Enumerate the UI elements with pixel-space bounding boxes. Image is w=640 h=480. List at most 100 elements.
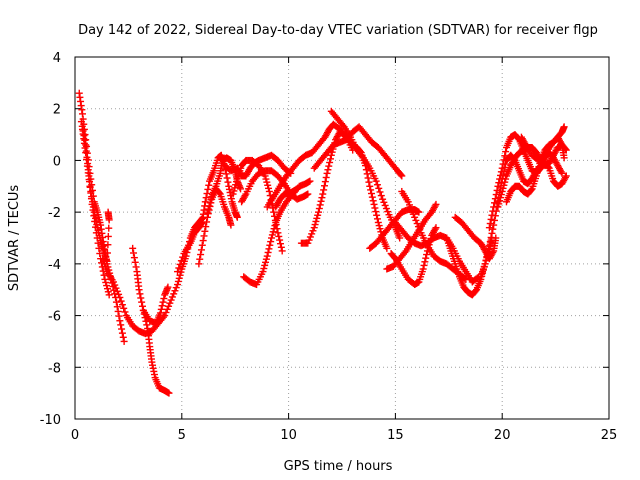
data-point xyxy=(137,294,145,302)
data-point xyxy=(533,169,541,177)
data-point xyxy=(197,246,205,254)
data-point xyxy=(487,233,495,241)
data-point xyxy=(237,185,245,193)
data-point xyxy=(157,305,165,313)
data-point xyxy=(486,238,494,246)
data-point xyxy=(117,321,125,329)
x-tick-labels: 0 5 10 15 20 25 xyxy=(71,428,617,443)
data-point xyxy=(268,234,276,242)
data-point xyxy=(320,182,328,190)
data-point xyxy=(277,243,285,251)
data-point xyxy=(205,181,213,189)
data-point xyxy=(500,156,508,164)
data-point xyxy=(175,264,183,272)
data-point xyxy=(494,182,502,190)
data-point xyxy=(83,162,91,170)
data-point xyxy=(499,184,507,192)
data-point xyxy=(557,139,565,147)
data-point xyxy=(327,151,335,159)
data-point xyxy=(129,244,137,252)
axis-ticks xyxy=(74,56,610,420)
data-point xyxy=(398,172,406,180)
data-point xyxy=(156,309,164,317)
data-point xyxy=(372,177,380,185)
x-tick-label: 15 xyxy=(387,428,404,443)
data-point xyxy=(105,224,113,232)
data-point xyxy=(310,224,318,232)
data-point xyxy=(103,285,111,293)
y-axis-label: SDTVAR / TECUs xyxy=(7,185,22,292)
data-point xyxy=(502,175,510,183)
data-point xyxy=(383,244,391,252)
data-point xyxy=(431,202,439,210)
data-point xyxy=(175,274,183,282)
data-point xyxy=(416,226,424,234)
data-point xyxy=(497,168,505,176)
data-point xyxy=(105,291,113,299)
data-point xyxy=(373,211,381,219)
data-point xyxy=(197,251,205,259)
data-point xyxy=(486,220,494,228)
data-point xyxy=(401,248,409,256)
data-point xyxy=(232,178,240,186)
data-point xyxy=(305,236,313,244)
data-point xyxy=(168,293,176,301)
data-point xyxy=(319,190,327,198)
x-tick-label: 10 xyxy=(280,428,297,443)
data-point xyxy=(265,245,273,253)
data-point xyxy=(483,253,491,261)
data-point xyxy=(379,195,387,203)
series-track3 xyxy=(78,125,113,265)
data-point xyxy=(491,199,499,207)
series-track17 xyxy=(310,123,406,180)
series-track7 xyxy=(174,151,241,276)
data-point xyxy=(487,215,495,223)
data-point xyxy=(396,234,404,242)
data-point xyxy=(422,254,430,262)
data-point xyxy=(324,166,332,174)
data-point xyxy=(104,208,112,216)
data-point xyxy=(174,281,182,289)
data-point xyxy=(270,225,278,233)
data-point xyxy=(314,211,322,219)
data-point xyxy=(382,205,390,213)
data-point xyxy=(261,261,269,269)
data-point xyxy=(293,185,301,193)
data-point xyxy=(485,245,493,253)
data-point xyxy=(267,238,275,246)
data-point xyxy=(366,182,374,190)
data-point xyxy=(204,185,212,193)
x-tick-label: 0 xyxy=(71,428,79,443)
data-point xyxy=(501,178,509,186)
data-point xyxy=(276,240,284,248)
data-point xyxy=(77,118,85,126)
y-tick-label: 4 xyxy=(53,51,61,66)
data-point xyxy=(89,198,97,206)
y-tick-label: 0 xyxy=(53,154,61,169)
data-point xyxy=(485,242,493,250)
data-point xyxy=(231,184,239,192)
data-point xyxy=(313,214,321,222)
data-point xyxy=(265,184,273,192)
data-point xyxy=(496,197,504,205)
data-point xyxy=(384,208,392,216)
series-track22 xyxy=(398,187,470,283)
data-point xyxy=(274,229,282,237)
data-point xyxy=(229,190,237,198)
data-point xyxy=(262,255,270,263)
data-point xyxy=(111,281,119,289)
data-point xyxy=(412,216,420,224)
data-point xyxy=(278,247,286,255)
data-point xyxy=(82,149,90,157)
data-point xyxy=(120,337,128,345)
x-tick-label: 25 xyxy=(601,428,618,443)
data-point xyxy=(166,299,174,307)
data-point xyxy=(321,178,329,186)
data-point xyxy=(432,200,440,208)
data-point xyxy=(306,177,314,185)
data-point xyxy=(561,173,569,181)
data-point xyxy=(375,184,383,192)
data-point xyxy=(88,193,96,201)
data-point xyxy=(101,275,109,283)
data-point xyxy=(171,287,179,295)
